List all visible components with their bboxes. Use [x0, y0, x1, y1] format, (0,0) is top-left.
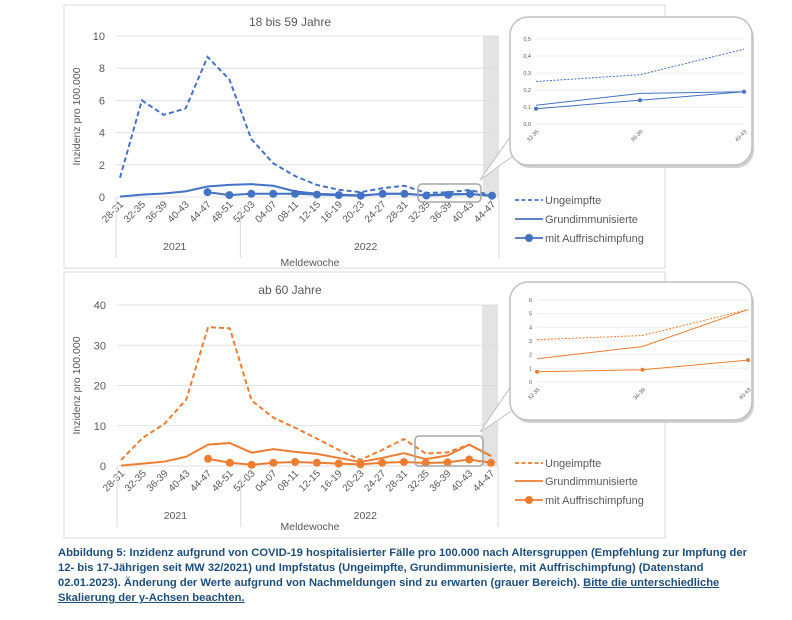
- y-tick-label: 10: [94, 421, 106, 433]
- data-point: [443, 458, 452, 467]
- inset-series-line: [535, 48, 745, 82]
- x-axis-label: Meldewoche: [281, 257, 340, 269]
- legend-label: Grundimmunisierte: [545, 476, 638, 488]
- data-point: [400, 189, 409, 198]
- legend-label: Ungeimpfte: [545, 195, 601, 207]
- y-tick-label: 4: [99, 128, 105, 140]
- data-point: [535, 369, 539, 374]
- chart-panel-1: 0 2 4 6 8 10 18 bis 59 Jahre Inzidenz pro 100.0…: [63, 4, 754, 269]
- y-tick-label: 8: [99, 63, 105, 75]
- y-tick-label: 2: [99, 160, 105, 172]
- data-point: [247, 460, 256, 469]
- inset-y-tick-label: 0,0: [523, 122, 531, 128]
- legend-marker: [525, 234, 533, 242]
- y-tick-label: 40: [94, 300, 106, 312]
- data-point: [269, 189, 278, 198]
- y-tick-label: 0: [99, 192, 105, 204]
- data-point: [204, 454, 213, 463]
- data-point: [465, 455, 474, 464]
- data-point: [312, 458, 321, 467]
- inset-y-tick-label: 2: [529, 353, 532, 359]
- inset-y-tick-label: 4: [529, 325, 532, 331]
- x-axis-label: Meldewoche: [281, 521, 340, 533]
- data-point: [488, 191, 496, 200]
- legend-label: mit Auffrischimpfung: [545, 495, 644, 507]
- y-tick-label: 10: [93, 31, 105, 43]
- inset-y-tick-label: 0,5: [523, 37, 531, 43]
- chart-title: 18 bis 59 Jahre: [249, 15, 331, 29]
- shaded-provisional-area: [483, 36, 499, 197]
- data-point: [312, 190, 321, 199]
- figure-caption: Abbildung 5: Inzidenz aufgrund von COVID…: [58, 546, 758, 606]
- data-point: [422, 191, 431, 200]
- data-point: [225, 458, 234, 467]
- inset-y-tick-label: 0,3: [523, 71, 531, 77]
- main-series-line: [120, 326, 492, 462]
- y-tick-label: 6: [99, 95, 105, 107]
- zoom-region-box: [417, 183, 482, 203]
- inset-y-tick-label: 3: [529, 339, 532, 345]
- y-axis-label: Inzidenz pro 100.000: [71, 67, 83, 165]
- data-point: [225, 191, 234, 200]
- data-point: [356, 460, 365, 469]
- data-point: [378, 189, 387, 198]
- y-tick-label: 0: [100, 461, 106, 473]
- data-point: [203, 188, 212, 197]
- year-label: 2021: [164, 510, 188, 522]
- caption-note-link: Bitte die unterschiedliche Skalierung de…: [58, 577, 720, 604]
- inset-y-tick-label: 1: [529, 366, 532, 372]
- data-point: [291, 457, 300, 466]
- data-point: [399, 457, 408, 466]
- data-point: [638, 98, 642, 103]
- chart-title: ab 60 Jahre: [258, 283, 322, 297]
- main-series-line: [120, 442, 492, 467]
- data-point: [291, 189, 300, 198]
- inset-y-tick-label: 0,1: [523, 105, 531, 111]
- legend-label: Ungeimpfte: [545, 458, 601, 470]
- inset-zoom-chart: [509, 16, 753, 166]
- data-point: [742, 89, 746, 94]
- legend-label: Grundimmunisierte: [545, 214, 638, 226]
- year-label: 2022: [354, 241, 378, 253]
- inset-series-line: [536, 309, 749, 341]
- y-tick-label: 30: [94, 340, 106, 352]
- data-point: [378, 458, 387, 467]
- caption-text: Abbildung 5: Inzidenz aufgrund von COVID…: [58, 547, 747, 589]
- y-tick-label: 20: [94, 381, 106, 393]
- inset-y-tick-label: 0: [529, 380, 532, 386]
- inset-zoom-chart: [509, 281, 753, 421]
- inset-series-line: [535, 91, 745, 106]
- data-point: [487, 458, 495, 467]
- inset-y-tick-label: 6: [529, 298, 532, 304]
- data-point: [746, 358, 750, 363]
- data-point: [444, 190, 453, 199]
- y-axis-label: Inzidenz pro 100.000: [71, 336, 83, 434]
- zoom-region-box: [414, 435, 484, 467]
- legend-label: mit Auffrischimpfung: [545, 233, 644, 245]
- data-point: [466, 189, 475, 198]
- year-label: 2022: [354, 510, 378, 522]
- legend-marker: [525, 496, 533, 504]
- year-label: 2021: [163, 241, 187, 253]
- data-point: [421, 458, 430, 467]
- data-point: [534, 106, 538, 111]
- data-point: [269, 458, 278, 467]
- data-point: [640, 367, 645, 372]
- inset-y-tick-label: 5: [529, 312, 532, 318]
- inset-y-tick-label: 0,2: [523, 88, 531, 94]
- data-point: [334, 191, 343, 200]
- inset-y-tick-label: 0,4: [523, 54, 531, 60]
- data-point: [247, 189, 256, 198]
- data-point: [356, 191, 365, 200]
- data-point: [334, 459, 343, 468]
- inset-series-line: [536, 309, 749, 360]
